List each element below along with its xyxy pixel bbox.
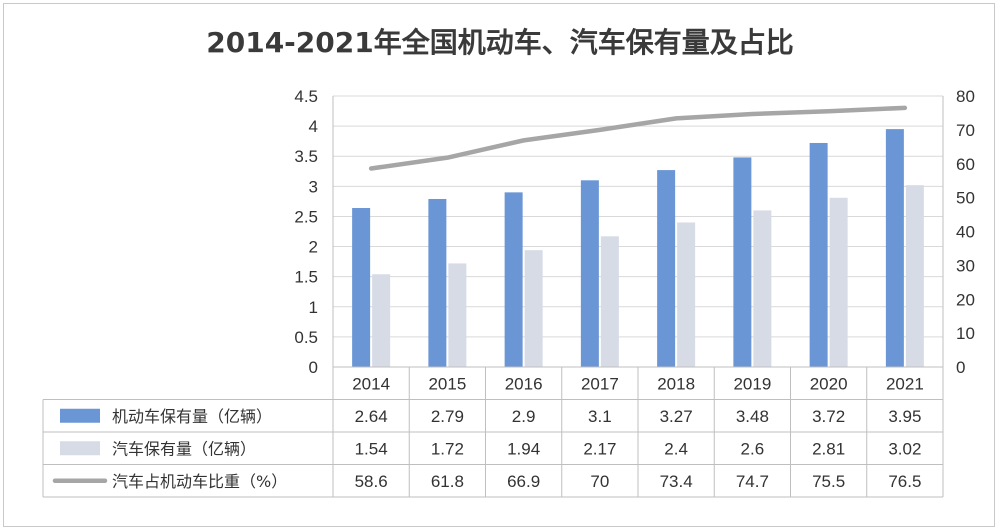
data-label: 73.4 [660, 472, 693, 491]
right-axis-tick-label: 40 [956, 223, 975, 242]
left-axis-tick-label: 1.5 [294, 268, 318, 287]
bar-cars [600, 236, 619, 367]
legend-label: 汽车保有量（亿辆） [112, 439, 256, 458]
x-axis-tick-label: 2019 [733, 374, 771, 393]
data-label: 3.48 [736, 407, 769, 426]
right-axis-tick-label: 70 [956, 121, 975, 140]
x-axis-tick-label: 2015 [428, 374, 466, 393]
bar-motor-vehicles [428, 198, 447, 367]
legend-label: 汽车占机动车比重（%） [112, 472, 287, 491]
bar-cars [753, 210, 772, 367]
x-axis-tick-label: 2017 [581, 374, 619, 393]
data-label: 1.94 [507, 439, 540, 458]
bar-motor-vehicles [809, 142, 828, 367]
bar-cars [448, 263, 467, 367]
right-axis-tick-label: 60 [956, 155, 975, 174]
x-axis-tick-label: 2018 [657, 374, 695, 393]
right-axis-tick-label: 80 [956, 87, 975, 106]
data-label: 1.72 [431, 439, 464, 458]
right-axis-tick-label: 10 [956, 324, 975, 343]
data-label: 3.72 [812, 407, 845, 426]
chart-title: 2014-2021年全国机动车、汽车保有量及占比 [206, 26, 793, 59]
gridlines [333, 95, 943, 338]
data-label: 75.5 [812, 472, 845, 491]
bar-cars [677, 222, 696, 367]
right-axis-tick-label: 20 [956, 290, 975, 309]
bars [352, 129, 924, 367]
data-label: 66.9 [507, 472, 540, 491]
bar-cars [905, 185, 924, 367]
data-label: 3.95 [888, 407, 921, 426]
data-label: 2.9 [512, 407, 536, 426]
x-axis-tick-label: 2020 [810, 374, 848, 393]
left-axis-tick-label: 0.5 [294, 328, 318, 347]
left-axis-tick-label: 4.5 [294, 87, 318, 106]
legend-swatch [60, 408, 100, 423]
left-axis-tick-label: 2 [309, 238, 318, 257]
data-label: 2.17 [583, 439, 616, 458]
bar-motor-vehicles [733, 157, 752, 367]
left-axis-tick-label: 1 [309, 298, 318, 317]
data-label: 3.02 [888, 439, 921, 458]
x-axis-tick-label: 2021 [886, 374, 924, 393]
bar-cars [829, 197, 848, 367]
legend-label: 机动车保有量（亿辆） [112, 407, 272, 426]
bar-motor-vehicles [504, 192, 523, 367]
data-label: 61.8 [431, 472, 464, 491]
left-axis-tick-label: 4 [309, 117, 318, 136]
left-axis-tick-label: 3 [309, 177, 318, 196]
right-axis-tick-label: 0 [956, 358, 965, 377]
bar-motor-vehicles [352, 208, 371, 367]
ratio-line [368, 105, 908, 171]
left-axis-tick-label: 0 [309, 358, 318, 377]
data-label: 2.81 [812, 439, 845, 458]
left-axis-ticks: 0 0.5 1 1.5 2 2.5 3 3.5 4 4.5 [294, 87, 318, 377]
data-label: 76.5 [888, 472, 921, 491]
data-label: 70 [590, 472, 609, 491]
data-label: 2.79 [431, 407, 464, 426]
bar-motor-vehicles [657, 170, 676, 367]
line-car-share [368, 105, 908, 171]
left-axis-tick-label: 2.5 [294, 207, 318, 226]
x-axis-tick-label: 2016 [505, 374, 543, 393]
bar-motor-vehicles [580, 180, 599, 367]
right-axis-ticks: 0 10 20 30 40 50 60 70 80 [956, 87, 975, 377]
data-label: 58.6 [355, 472, 388, 491]
data-label: 2.64 [355, 407, 388, 426]
right-axis-tick-label: 50 [956, 189, 975, 208]
data-label: 3.1 [588, 407, 612, 426]
legend-swatch [60, 441, 100, 456]
data-label: 2.4 [664, 439, 688, 458]
left-axis-tick-label: 3.5 [294, 147, 318, 166]
data-label: 2.6 [741, 439, 765, 458]
data-label: 1.54 [355, 439, 388, 458]
bar-cars [524, 250, 543, 367]
right-axis-tick-label: 30 [956, 256, 975, 275]
bar-cars [372, 274, 391, 367]
bar-motor-vehicles [885, 129, 904, 367]
data-label: 3.27 [660, 407, 693, 426]
x-axis-tick-label: 2014 [352, 374, 390, 393]
data-label: 74.7 [736, 472, 769, 491]
